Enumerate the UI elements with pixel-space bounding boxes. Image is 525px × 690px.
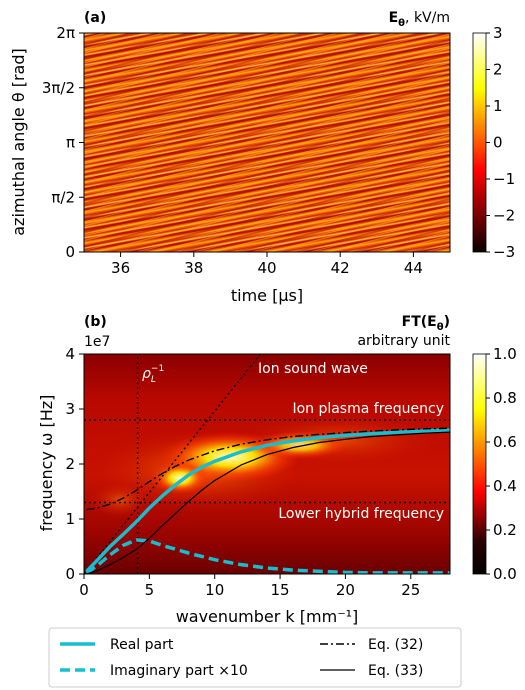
panel-b-ytick-label: 2 [65,455,75,473]
legend-label-imag: Imaginary part ×10 [110,663,248,679]
panel-b-ytick-label: 0 [65,565,75,583]
panel-b: (b) FT(Eθ) arbitrary unit 1e7 0 5 10 15 20 25… [37,314,517,626]
panel-b-xtick-label: 25 [401,581,420,599]
panel-b-ylabel: frequency ω [Hz] [37,395,56,532]
panel-a-cbar-tick-label: 3 [493,24,503,42]
panel-a-title: Eθ, kV/m [389,10,450,29]
panel-b-ytick-label: 3 [65,400,75,418]
panel-a-colorbar-ticks: 3 2 1 0 −1 −2 −3 [486,24,515,261]
panel-a-xtick-label: 40 [257,259,276,277]
panel-b-cbar-tick-label: 0.8 [493,389,517,407]
panel-a-xlabel: time [μs] [231,286,303,305]
panel-b-xtick-label: 20 [336,581,355,599]
annotation-ion-sound-wave: Ion sound wave [258,361,368,377]
panel-a: (a) Eθ, kV/m 36 38 40 42 44 0 π/2 π 3π/2 2π time … [9,10,515,305]
panel-a-cbar-tick-label: −1 [493,170,515,188]
panel-b-overlays [84,354,450,574]
panel-b-xtick-label: 5 [145,581,155,599]
panel-b-title-sub: θ [437,322,444,333]
panel-b-cbar-tick-label: 0.0 [493,565,517,583]
panel-b-heatmap [84,354,450,574]
panel-b-xlabel: wavenumber k [mm⁻¹] [176,607,359,626]
annotation-rho-sup: −1 [151,364,164,374]
panel-a-ytick-label: 0 [65,243,75,261]
annotation-rho: ρL−1 [142,364,164,385]
panel-b-xtick-label: 10 [205,581,224,599]
series-real-part [85,428,450,573]
series-eq32 [86,427,450,511]
panel-b-label: (b) [84,314,107,330]
panel-b-cbar-tick-label: 1.0 [493,345,517,363]
panel-a-title-sub: θ [398,18,405,29]
panel-a-cbar-tick-label: 2 [493,61,503,79]
series-imaginary-part [85,538,450,574]
panel-a-ytick-label: π [66,134,75,152]
panel-a-title-rest: , kV/m [405,10,450,26]
legend: Real part Imaginary part ×10 Eq. (32) Eq… [48,627,462,688]
panel-a-label: (a) [84,10,106,26]
panel-b-axes: 0 5 10 15 20 25 0 1 2 3 4 [65,345,420,599]
panel-a-xtick-label: 38 [184,259,203,277]
panel-b-title-bold: FT(E [402,314,437,330]
panel-a-xtick-label: 36 [111,259,130,277]
panel-a-xtick-label: 44 [404,259,423,277]
legend-label-real: Real part [110,637,174,653]
series-eq33 [86,431,450,574]
panel-a-cbar-tick-label: −3 [493,243,515,261]
annotation-rho-symbol: ρ [142,366,151,382]
panel-a-ylabel: azimuthal angle θ [rad] [9,48,28,236]
panel-a-ytick-label: 3π/2 [42,79,75,97]
panel-b-multiplier: 1e7 [84,334,110,350]
panel-b-colorbar-ticks: 1.0 0.8 0.6 0.4 0.2 0.0 [486,345,517,583]
panel-a-xtick-label: 42 [331,259,350,277]
panel-a-cbar-tick-label: 0 [493,134,503,152]
panel-b-xtick-label: 15 [271,581,290,599]
legend-box [48,627,462,688]
panel-b-ytick-label: 4 [65,345,75,363]
annotation-ion-plasma-frequency: Ion plasma frequency [292,401,444,417]
panel-a-cbar-tick-label: 1 [493,97,503,115]
annotation-lower-hybrid-frequency: Lower hybrid frequency [278,506,444,522]
panel-a-colorbar [472,32,487,253]
panel-b-subtitle: arbitrary unit [357,333,450,349]
panel-a-ytick-label: 2π [56,24,75,42]
panel-b-colorbar [472,353,487,575]
panel-b-xtick-label: 0 [79,581,89,599]
annotation-rho-sub: L [151,375,156,385]
panel-b-title-close: ) [444,314,450,330]
legend-label-eq33: Eq. (33) [368,663,423,679]
ion-sound-wave-line [84,354,262,574]
panel-a-heatmap [84,33,450,252]
panel-b-cbar-tick-label: 0.4 [493,477,517,495]
panel-b-ytick-label: 1 [65,510,75,528]
panel-a-axes: 36 38 40 42 44 0 π/2 π 3π/2 2π [42,24,423,277]
panel-a-title-bold: E [389,10,399,26]
panel-a-cbar-tick-label: −2 [493,207,515,225]
panel-b-cbar-tick-label: 0.6 [493,433,517,451]
panel-b-title: FT(Eθ) [402,314,450,333]
panel-b-cbar-tick-label: 0.2 [493,521,517,539]
legend-label-eq32: Eq. (32) [368,637,423,653]
panel-a-ytick-label: π/2 [51,188,75,206]
